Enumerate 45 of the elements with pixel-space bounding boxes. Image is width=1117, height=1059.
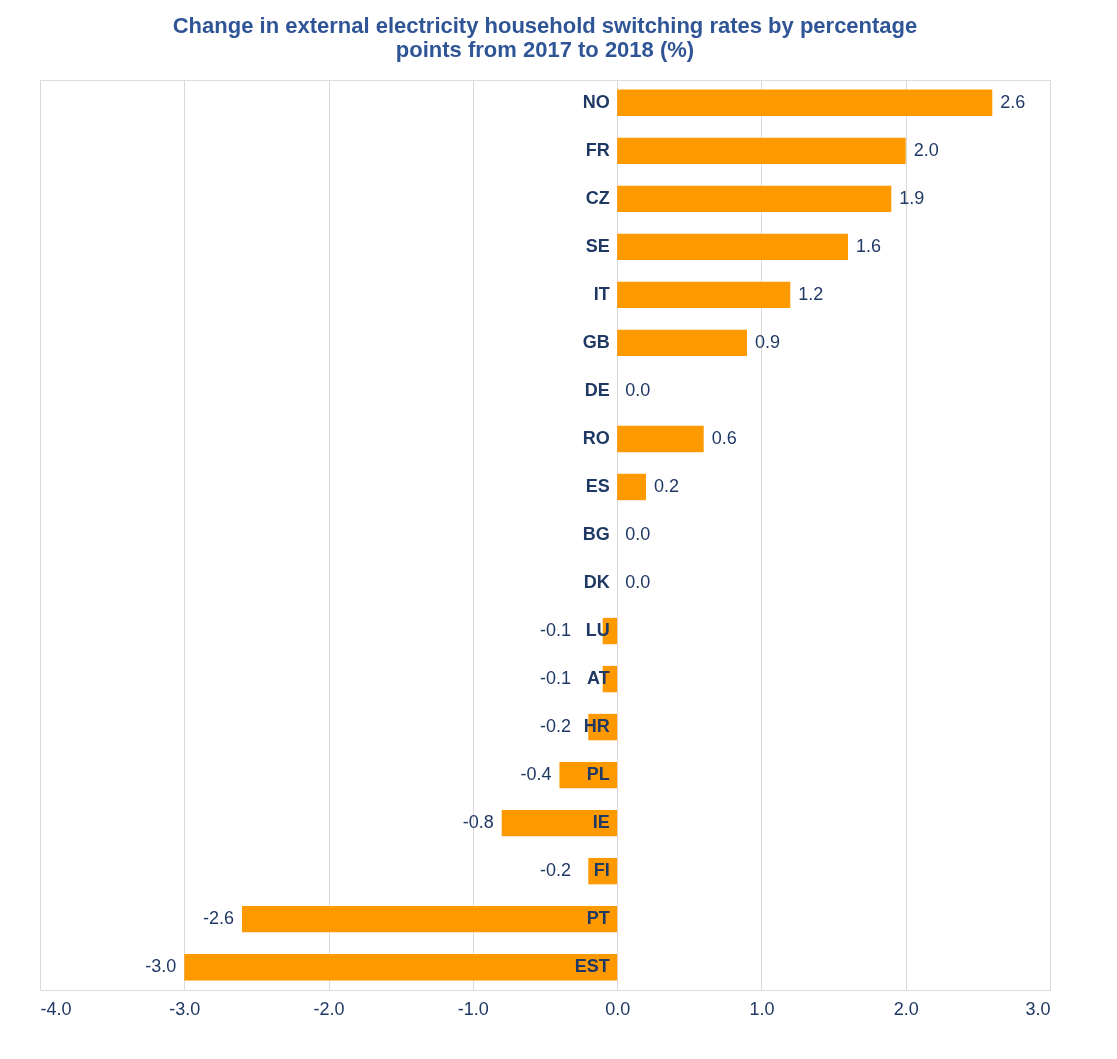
x-tick-label: 0.0 (605, 998, 631, 1019)
data-label: 0.2 (654, 475, 680, 496)
text: points from 2017 to 2018 (%) (395, 37, 695, 62)
y-tick-label: FR (585, 139, 610, 160)
data-label: -3.0 (145, 956, 177, 977)
y-tick-label: CZ (585, 187, 610, 208)
y-tick-label: PT (586, 908, 610, 929)
data-label: -0.4 (520, 764, 552, 785)
y-tick-label: BG (582, 524, 610, 544)
x-tick-label: -1.0 (457, 998, 489, 1019)
data-label: -0.1 (540, 620, 572, 641)
data-label: -0.2 (540, 860, 572, 881)
y-tick-label: IE (592, 812, 610, 833)
y-tick-label: IT (593, 283, 610, 304)
y-tick-label: FI (593, 860, 610, 881)
x-tick-label: 3.0 (1025, 998, 1051, 1019)
data-label: 2.0 (913, 139, 939, 160)
data-label: -0.2 (540, 716, 572, 737)
data-label: 0.0 (625, 379, 651, 400)
x-tick-label: -2.0 (313, 998, 345, 1019)
y-tick-label: EST (574, 956, 610, 977)
data-label: 0.9 (755, 331, 781, 352)
y-tick-label: RO (582, 427, 610, 448)
data-label: -2.6 (202, 908, 234, 929)
data-label: -0.1 (540, 668, 572, 689)
text: Change in external electricity household switching rates by percentage (172, 13, 918, 38)
data-label: 0.0 (625, 572, 651, 593)
data-label: 0.6 (711, 427, 737, 448)
y-tick-label: NO (582, 91, 610, 112)
data-label: 1.2 (798, 283, 824, 304)
x-tick-label: 2.0 (893, 998, 919, 1019)
x-tick-label: -4.0 (40, 998, 72, 1019)
y-tick-label: SE (585, 235, 610, 256)
data-label: 1.6 (856, 235, 882, 256)
y-tick-label: DE (584, 379, 610, 400)
y-tick-label: DK (583, 572, 610, 593)
y-tick-label: GB (582, 331, 610, 352)
x-tick-label: 1.0 (749, 998, 775, 1019)
data-label: 2.6 (1000, 91, 1026, 112)
data-label: -0.8 (462, 812, 494, 833)
data-label: 1.9 (899, 187, 925, 208)
y-tick-label: PL (586, 764, 610, 785)
y-tick-label: ES (585, 475, 610, 496)
x-tick-label: -3.0 (169, 998, 201, 1019)
data-label: 0.0 (625, 524, 651, 544)
